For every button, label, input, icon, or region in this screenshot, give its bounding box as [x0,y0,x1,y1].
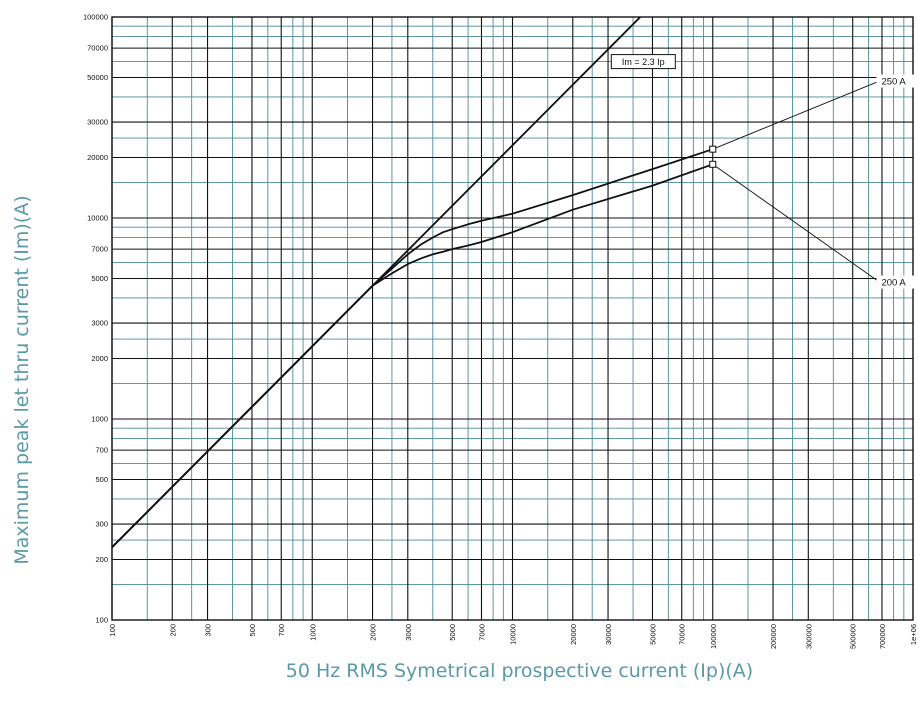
annotation-leader [712,80,880,150]
y-tick-label: 50000 [87,73,108,82]
annotation-leader [712,163,880,283]
plot-frame [111,16,914,621]
annotation-label: 250 A [881,77,906,88]
annotation-marker [709,145,717,153]
x-tick-label: 3000 [404,624,413,641]
x-tick-label: 30000 [604,624,613,645]
x-tick-label: 1000 [308,624,317,641]
x-tick-label: 700000 [878,624,887,649]
y-tick-label: 1000 [91,415,108,424]
x-tick-label: 200 [168,624,177,637]
x-tick-label: 200000 [769,624,778,649]
x-tick-label: 2000 [369,624,378,641]
x-axis-label: 50 Hz RMS Symetrical prospective current… [285,660,754,682]
y-tick-label: 20000 [87,153,108,162]
annotation-bg [876,275,919,289]
annotation-marker [709,160,717,168]
y-tick-label: 300 [95,520,108,529]
y-tick-label: 10000 [87,214,108,223]
annotation-label: 200 A [881,278,906,289]
x-tick-label: 100 [108,624,117,637]
series-line [112,163,714,548]
series-lines [112,17,714,548]
x-tick-label: 1e+06 [909,624,918,645]
annotations: Im = 2.3 Ip 250 A 200 A [610,54,919,289]
x-tick-label: 70000 [678,624,687,645]
y-tick-label: 500 [95,475,108,484]
y-axis-label: Maximum peak let thru current (Im)(A) [11,195,33,565]
x-tick-label: 100000 [709,624,718,649]
x-tick-label: 7000 [477,624,486,641]
x-tick-label: 10000 [509,624,518,645]
x-tick-label: 500 [248,624,257,637]
y-tick-label: 7000 [91,245,108,254]
major-grid [111,16,914,621]
y-tick-label: 200 [95,555,108,564]
x-tick-label: 500000 [849,624,858,649]
series-line [112,148,714,548]
y-tick-label: 100 [95,616,108,625]
y-tick-label: 100000 [83,13,108,22]
x-tick-label: 50000 [648,624,657,645]
x-tick-label: 20000 [569,624,578,645]
x-tick-label: 300000 [804,624,813,649]
y-tick-label: 5000 [91,274,108,283]
x-tick-label: 300 [204,624,213,637]
annotation-bg [876,74,919,88]
y-tick-label: 3000 [91,319,108,328]
x-tick-label: 5000 [448,624,457,641]
y-axis-ticks: 100 200 300 500 700 1000 2000 3000 5000 7000 10000… [83,13,108,625]
y-tick-label: 2000 [91,354,108,363]
y-tick-label: 700 [95,446,108,455]
x-axis-ticks: 100 200 300 500 700 1000 2000 3000 5000 7000 10000… [108,624,918,649]
y-tick-label: 30000 [87,118,108,127]
annotation-box [610,54,676,70]
x-tick-label: 700 [277,624,286,637]
annotation-label: Im = 2.3 Ip [622,57,665,67]
y-tick-label: 70000 [87,44,108,53]
